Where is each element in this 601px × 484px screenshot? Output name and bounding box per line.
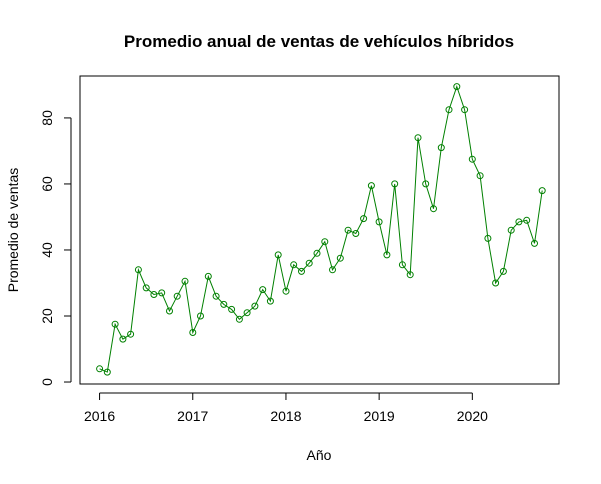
data-point xyxy=(119,335,127,343)
data-point xyxy=(212,292,220,300)
data-point xyxy=(259,286,267,294)
data-point xyxy=(492,279,500,287)
data-point xyxy=(437,144,445,152)
data-point xyxy=(282,287,290,295)
data-point xyxy=(430,205,437,213)
series-points xyxy=(96,83,546,376)
y-tick-label: 0 xyxy=(39,378,55,386)
data-point xyxy=(538,187,546,195)
data-point xyxy=(290,261,298,269)
data-point xyxy=(515,218,523,226)
data-point xyxy=(523,216,531,224)
data-point xyxy=(414,134,422,142)
data-point xyxy=(274,251,282,259)
data-point xyxy=(398,261,406,269)
data-point xyxy=(298,267,305,275)
data-point xyxy=(344,226,352,234)
x-tick-label: 2017 xyxy=(177,408,208,424)
y-tick-label: 40 xyxy=(39,242,55,258)
data-point xyxy=(453,83,461,91)
data-point xyxy=(150,291,158,298)
data-point xyxy=(251,302,259,310)
y-axis-label: Promedio de ventas xyxy=(5,168,21,293)
data-point xyxy=(173,292,181,300)
data-point xyxy=(531,239,538,247)
x-tick-label: 2019 xyxy=(364,408,395,424)
data-point xyxy=(391,180,399,188)
data-point xyxy=(142,284,150,292)
data-point xyxy=(329,266,336,274)
data-point xyxy=(181,277,189,285)
data-point xyxy=(266,297,274,305)
data-point xyxy=(243,309,251,317)
plot-area xyxy=(79,75,560,385)
y-tick-label: 20 xyxy=(39,308,55,324)
data-point xyxy=(235,315,243,323)
y-tick-label: 60 xyxy=(39,176,55,192)
data-point xyxy=(134,266,142,274)
data-point xyxy=(96,365,104,373)
data-point xyxy=(383,251,391,259)
data-point xyxy=(499,267,507,275)
data-point xyxy=(103,368,111,376)
data-point xyxy=(461,106,469,114)
data-point xyxy=(111,320,119,328)
data-point xyxy=(476,172,484,180)
data-point xyxy=(484,234,492,242)
x-tick-label: 2016 xyxy=(84,408,115,424)
data-point xyxy=(204,272,212,280)
data-point xyxy=(422,180,430,188)
data-point xyxy=(158,289,166,297)
data-point xyxy=(445,106,453,114)
data-point xyxy=(305,259,313,267)
x-tick-label: 2018 xyxy=(270,408,301,424)
data-point xyxy=(507,226,515,234)
y-tick-label: 80 xyxy=(39,110,55,126)
data-point xyxy=(468,155,476,163)
data-point xyxy=(321,238,329,246)
data-point xyxy=(220,300,228,308)
x-tick-label: 2020 xyxy=(457,408,488,424)
x-axis: 2016 2017 2018 2019 2020 xyxy=(84,392,488,424)
data-point xyxy=(127,330,135,338)
data-point xyxy=(406,271,414,279)
data-point xyxy=(228,305,236,313)
data-point xyxy=(197,312,204,320)
data-point xyxy=(313,249,321,257)
data-point xyxy=(360,215,368,223)
data-point xyxy=(166,307,173,315)
data-point xyxy=(375,218,383,226)
x-axis-label: Año xyxy=(307,447,332,463)
data-point xyxy=(189,329,197,336)
series-line xyxy=(99,85,543,373)
data-point xyxy=(352,230,360,237)
chart-title: Promedio anual de ventas de vehículos hí… xyxy=(124,32,514,51)
y-axis: 0 20 40 60 80 xyxy=(39,110,72,386)
data-point xyxy=(367,182,375,190)
data-point xyxy=(336,254,344,262)
